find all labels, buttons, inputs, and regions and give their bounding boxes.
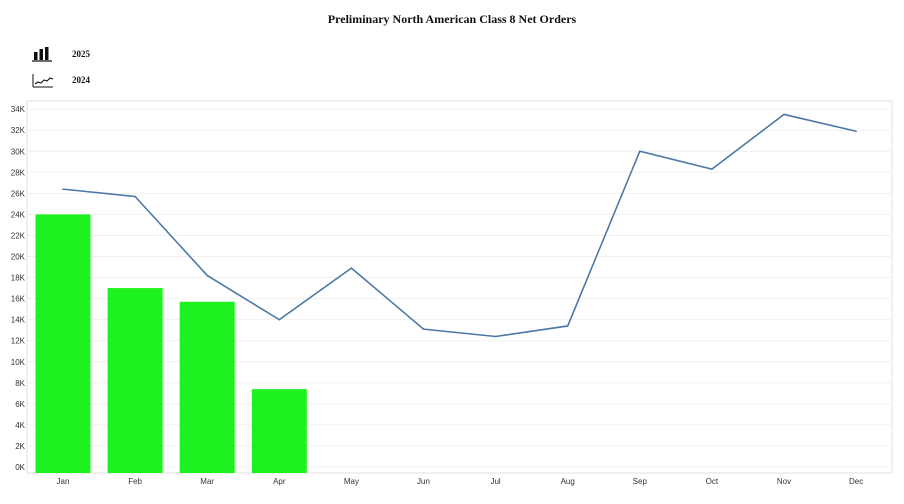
legend-item-2025: 2025 bbox=[32, 46, 90, 62]
y-tick-label: 14K bbox=[11, 316, 26, 325]
y-tick-label: 34K bbox=[11, 105, 26, 114]
x-tick-label: Mar bbox=[200, 477, 214, 486]
y-tick-label: 0K bbox=[15, 463, 25, 472]
y-tick-label: 30K bbox=[11, 147, 26, 156]
y-tick-label: 26K bbox=[11, 189, 26, 198]
x-tick-label: Feb bbox=[128, 477, 142, 486]
chart-title: Preliminary North American Class 8 Net O… bbox=[327, 12, 577, 26]
legend-label-2024: 2024 bbox=[72, 75, 90, 85]
y-tick-label: 2K bbox=[15, 442, 25, 451]
point-2024-mar bbox=[206, 274, 208, 277]
bar-2025-mar bbox=[179, 301, 235, 473]
legend-item-2024: 2024 bbox=[32, 72, 90, 88]
point-2024-dec bbox=[855, 130, 857, 133]
point-2024-jun bbox=[422, 328, 425, 330]
point-2024-sep bbox=[639, 150, 641, 153]
point-2024-feb bbox=[134, 195, 136, 198]
line-chart-icon bbox=[32, 74, 54, 88]
y-tick-label: 6K bbox=[15, 400, 25, 409]
x-tick-label: Apr bbox=[273, 477, 286, 486]
y-tick-label: 18K bbox=[11, 274, 26, 283]
plot-frame bbox=[26, 100, 893, 474]
x-tick-label: Dec bbox=[849, 477, 863, 486]
y-tick-label: 24K bbox=[11, 210, 26, 219]
x-tick-label: Jun bbox=[417, 477, 430, 486]
point-2024-may bbox=[350, 267, 353, 269]
y-tick-label: 10K bbox=[11, 358, 26, 367]
bar-2025-feb bbox=[107, 288, 163, 473]
x-tick-label: Jul bbox=[490, 477, 500, 486]
point-2024-jul bbox=[494, 335, 497, 338]
bar-2025-jan bbox=[35, 214, 91, 473]
bar-2025-apr bbox=[251, 389, 307, 473]
y-tick-label: 12K bbox=[11, 337, 26, 346]
y-tick-label: 16K bbox=[11, 295, 26, 304]
bar-chart-icon bbox=[32, 47, 52, 62]
y-tick-label: 32K bbox=[11, 126, 26, 135]
x-tick-label: Sep bbox=[633, 477, 648, 486]
legend-label-2025: 2025 bbox=[72, 49, 90, 59]
point-2024-nov bbox=[783, 113, 785, 116]
y-tick-label: 22K bbox=[11, 231, 26, 240]
y-tick-label: 8K bbox=[15, 379, 25, 388]
point-2024-aug bbox=[566, 325, 569, 327]
x-tick-label: Aug bbox=[561, 477, 575, 486]
y-tick-label: 4K bbox=[15, 421, 25, 430]
line-2024 bbox=[62, 113, 857, 338]
x-tick-label: Jan bbox=[57, 477, 70, 486]
x-tick-label: May bbox=[344, 477, 359, 486]
y-tick-label: 28K bbox=[11, 168, 26, 177]
point-2024-apr bbox=[278, 318, 281, 321]
x-tick-label: Nov bbox=[777, 477, 791, 486]
point-2024-jan bbox=[62, 188, 64, 190]
point-2024-oct bbox=[711, 168, 713, 170]
x-tick-label: Oct bbox=[706, 477, 719, 486]
y-tick-label: 20K bbox=[11, 253, 26, 262]
